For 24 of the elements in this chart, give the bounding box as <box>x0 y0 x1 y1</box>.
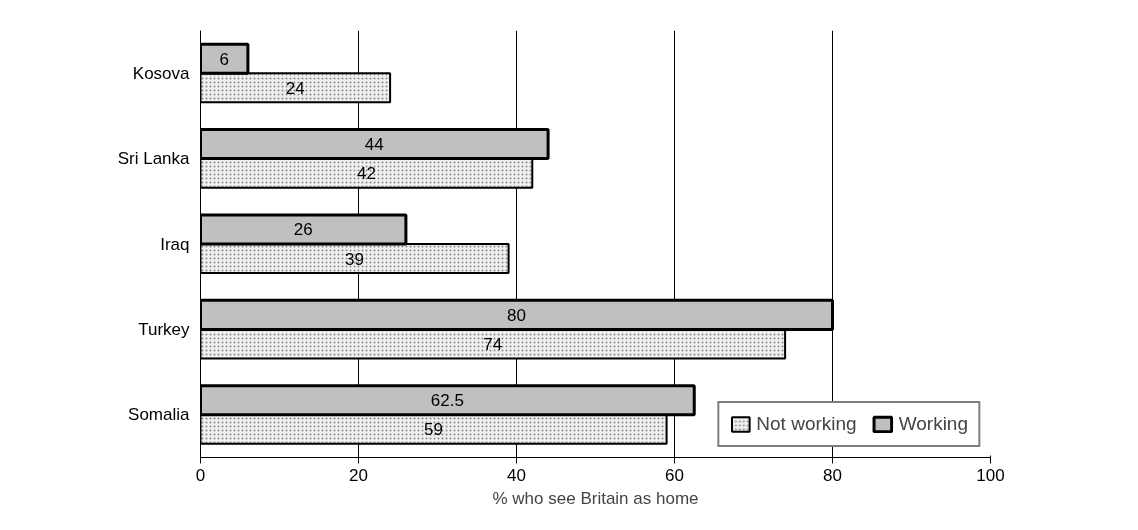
data-label: 59 <box>424 420 444 440</box>
y-tick-label: Sri Lanka <box>117 149 191 169</box>
data-label: 39 <box>345 249 365 269</box>
data-label: 6 <box>219 49 229 69</box>
y-tick-label: Turkey <box>138 319 190 339</box>
x-tick-label: 100 <box>976 465 1005 485</box>
data-label: 62.5 <box>430 391 464 411</box>
x-tick-label: 40 <box>507 465 526 485</box>
y-tick-label: Iraq <box>160 234 190 254</box>
x-tick-label: 60 <box>665 465 684 485</box>
x-tick-label: 80 <box>823 465 842 485</box>
data-label: 26 <box>293 220 313 240</box>
data-label: 80 <box>507 305 526 325</box>
legend-label: Working <box>898 413 968 435</box>
data-label: 44 <box>364 135 384 155</box>
y-tick-label: Kosova <box>132 63 191 83</box>
data-label: 74 <box>483 334 503 354</box>
x-tick-label: 0 <box>195 465 206 485</box>
y-tick-label: Somalia <box>128 405 191 425</box>
x-tick-label: 20 <box>349 465 368 485</box>
legend-label: Not working <box>756 413 857 435</box>
data-label: 42 <box>356 164 376 184</box>
data-label: 24 <box>285 78 305 98</box>
x-axis-title: % who see Britain as home <box>492 488 699 508</box>
